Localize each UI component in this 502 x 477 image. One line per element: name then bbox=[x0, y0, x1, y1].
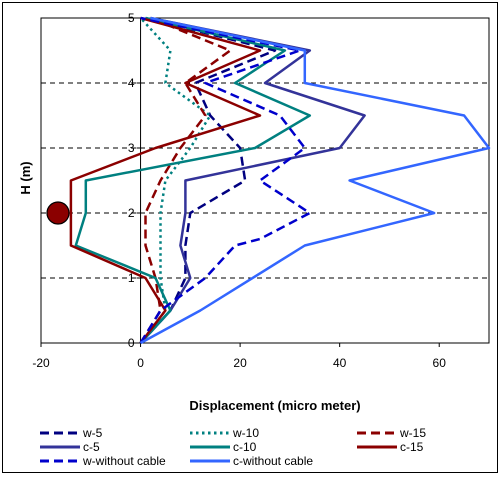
x-tick-label: 60 bbox=[433, 356, 447, 370]
series-line-w-5 bbox=[139, 16, 277, 344]
series-line-w-15 bbox=[139, 16, 232, 344]
tick-labels: 0 1 2 3 4 5 -20 0 20 40 60 bbox=[32, 11, 446, 370]
legend-label: w-15 bbox=[399, 426, 426, 440]
series-line-c-without-cable bbox=[140, 16, 491, 345]
x-tick-label: 20 bbox=[233, 356, 247, 370]
x-tick-label: 0 bbox=[137, 356, 144, 370]
y-axis-title: H (m) bbox=[18, 161, 33, 194]
series-line-w-10 bbox=[139, 17, 212, 344]
series-line-c-15 bbox=[69, 16, 262, 344]
series-line-c-5 bbox=[139, 16, 366, 344]
plot-border bbox=[40, 17, 490, 344]
series-line-w-without-cable bbox=[139, 16, 312, 344]
chart-svg: 0 1 2 3 4 5 -20 0 20 40 60 Displacement (micro met… bbox=[18, 11, 491, 468]
legend-label: w-5 bbox=[82, 426, 103, 440]
y-tick-label: 1 bbox=[128, 271, 135, 285]
series-layer bbox=[69, 16, 491, 345]
y-tick-label: 2 bbox=[128, 206, 135, 220]
series-line-c-10 bbox=[74, 16, 312, 344]
x-tick-label: -20 bbox=[32, 356, 50, 370]
legend-label: c-without cable bbox=[233, 454, 313, 468]
y-tick-label: 4 bbox=[128, 76, 135, 90]
y-tick-label: 3 bbox=[128, 141, 135, 155]
legend-label: c-5 bbox=[83, 440, 100, 454]
y-tick-label: 5 bbox=[128, 11, 135, 25]
legend-label: w-without cable bbox=[82, 454, 166, 468]
y-tick-label: 0 bbox=[128, 336, 135, 350]
legend: w-5 w-10 w-15 c-5 c-10 c-15 w-without cable c-w… bbox=[40, 426, 426, 468]
axes bbox=[40, 17, 490, 347]
x-axis-title: Displacement (micro meter) bbox=[189, 398, 360, 413]
legend-label: w-10 bbox=[232, 426, 259, 440]
legend-label: c-10 bbox=[233, 440, 257, 454]
gridlines bbox=[41, 82, 489, 279]
marker-circle bbox=[46, 201, 70, 225]
legend-label: c-15 bbox=[400, 440, 424, 454]
x-tick-label: 40 bbox=[333, 356, 347, 370]
chart-frame: 0 1 2 3 4 5 -20 0 20 40 60 Displacement (micro met… bbox=[2, 2, 498, 473]
marker-layer bbox=[46, 201, 70, 225]
